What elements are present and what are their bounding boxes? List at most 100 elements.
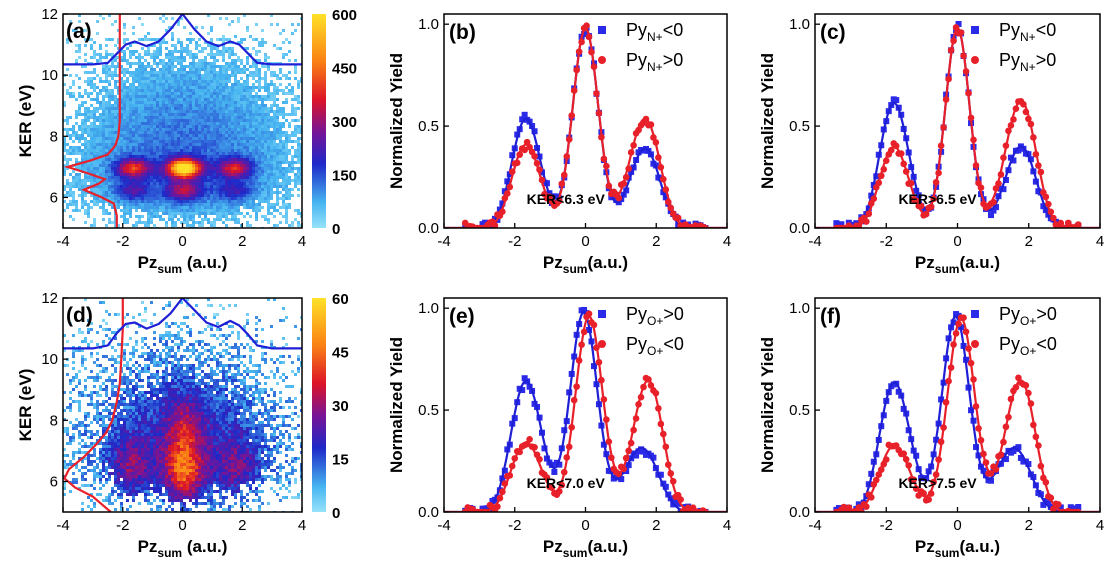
x-axis-label: Pzsum (a.u.) [138,253,228,276]
x-tick-label: -2 [880,233,893,250]
panel-d: -4 -2 0 2 4 6 8 10 12 Pzsum (a.u.) KER (eV) (d) 0 15 3… [16,290,349,560]
y-tick-label: 0.0 [418,220,439,237]
colorbar-tick-label: 60 [332,291,349,308]
colorbar-tick-label: 30 [332,398,349,415]
panel-a: -4 -2 0 2 4 6 8 10 12 Pzsum (a.u.) KER (eV) (a) 0 150… [16,6,357,276]
series-2-fit-line [815,26,1100,228]
x-tick-label: -2 [116,517,129,534]
data-point [980,467,987,474]
y-tick-label: 0.0 [789,220,810,237]
data-point [1002,176,1009,183]
data-point [913,452,920,459]
y-tick-label: 0.0 [789,504,810,521]
y-tick-label: 12 [41,290,58,307]
y-tick-label: 8 [50,412,58,429]
data-point [925,496,932,503]
series-2-fit-line [815,317,1100,512]
pz-projection-line [63,298,302,350]
panel-e: -4 -2 0 2 4 0.0 0.5 1.0 Pzsum(a.u.) Normalized Yi… [387,297,731,560]
legend-entry: PyO+>0 [999,304,1057,328]
ker-projection-line [63,14,121,228]
legend-marker [598,26,606,34]
data-point [895,388,902,395]
data-point [543,455,550,462]
y-tick-label: 1.0 [418,300,439,317]
data-point [865,205,872,212]
data-point [900,405,907,412]
data-point [1057,504,1064,511]
legend-marker [598,340,606,348]
data-point [1040,501,1047,508]
y-tick-label: 1.0 [418,16,439,33]
panel-label: (d) [66,304,93,327]
plot-area [815,20,1100,228]
x-tick-label: 0 [953,517,961,534]
data-point [1015,444,1022,451]
data-point [1040,203,1047,210]
panel-label: (a) [66,20,92,43]
y-tick-label: 6 [50,189,58,206]
x-tick-label: -4 [808,233,821,250]
colorbar-tick-label: 600 [332,7,357,24]
data-point [1010,157,1017,164]
x-tick-label: 2 [238,233,246,250]
data-point [1074,221,1082,228]
x-axis-label: Pzsum(a.u.) [543,253,628,276]
x-tick-label: 4 [298,233,306,250]
legend-entry: PyN+>0 [626,50,683,74]
x-tick-label: 4 [1096,233,1104,250]
data-point [618,476,625,483]
y-tick-label: 0.5 [789,118,810,135]
data-point [675,500,682,507]
data-point [987,212,994,219]
panel-f: -4 -2 0 2 4 0.0 0.5 1.0 Pzsum(a.u.) Normalized Yi… [758,297,1104,560]
data-point [990,207,997,214]
y-axis-label: KER (eV) [16,85,35,158]
y-tick-label: 1.0 [789,16,810,33]
x-tick-label: -2 [880,517,893,534]
panel-c: -4 -2 0 2 4 0.0 0.5 1.0 Pzsum(a.u.) Normalized Yi… [758,13,1104,276]
data-point [833,220,840,227]
x-tick-label: 0 [178,517,186,534]
x-tick-label: 2 [652,233,660,250]
data-point [1055,501,1062,508]
legend-marker [971,310,979,318]
x-tick-label: -4 [808,517,821,534]
y-axis-label: Normalized Yield [758,337,777,473]
data-point [657,471,664,478]
data-point [840,503,848,511]
legend-entry: PyO+<0 [626,334,684,358]
data-point [461,219,469,227]
data-point [1015,147,1022,154]
ker-annotation: KER>7.5 eV [898,475,977,491]
data-point [1025,460,1032,467]
heatmap-cells [63,14,302,228]
data-point [950,319,957,326]
x-tick-label: 2 [652,517,660,534]
data-point [581,306,588,313]
data-point [1075,503,1082,510]
data-point [640,448,647,455]
x-tick-label: -4 [437,517,450,534]
x-axis-label: Pzsum(a.u.) [915,253,1000,276]
y-axis-label: Normalized Yield [758,53,777,189]
legend-marker [598,310,606,318]
legend-marker [971,56,979,64]
y-tick-label: 1.0 [789,300,810,317]
plot-area [444,22,727,228]
data-point [893,97,900,104]
legend-marker [971,340,979,348]
data-point [633,452,640,459]
y-axis-label: Normalized Yield [387,53,406,189]
x-tick-label: -2 [508,517,521,534]
data-point [920,206,927,213]
panel-label: (e) [449,305,475,328]
data-point [987,477,994,484]
x-tick-label: 2 [238,517,246,534]
x-axis-label: Pzsum(a.u.) [543,537,628,560]
x-tick-label: -4 [56,233,69,250]
ker-annotation: KER<7.0 eV [527,475,606,491]
data-point [1002,456,1009,463]
x-tick-label: -2 [508,233,521,250]
data-point [519,387,526,394]
